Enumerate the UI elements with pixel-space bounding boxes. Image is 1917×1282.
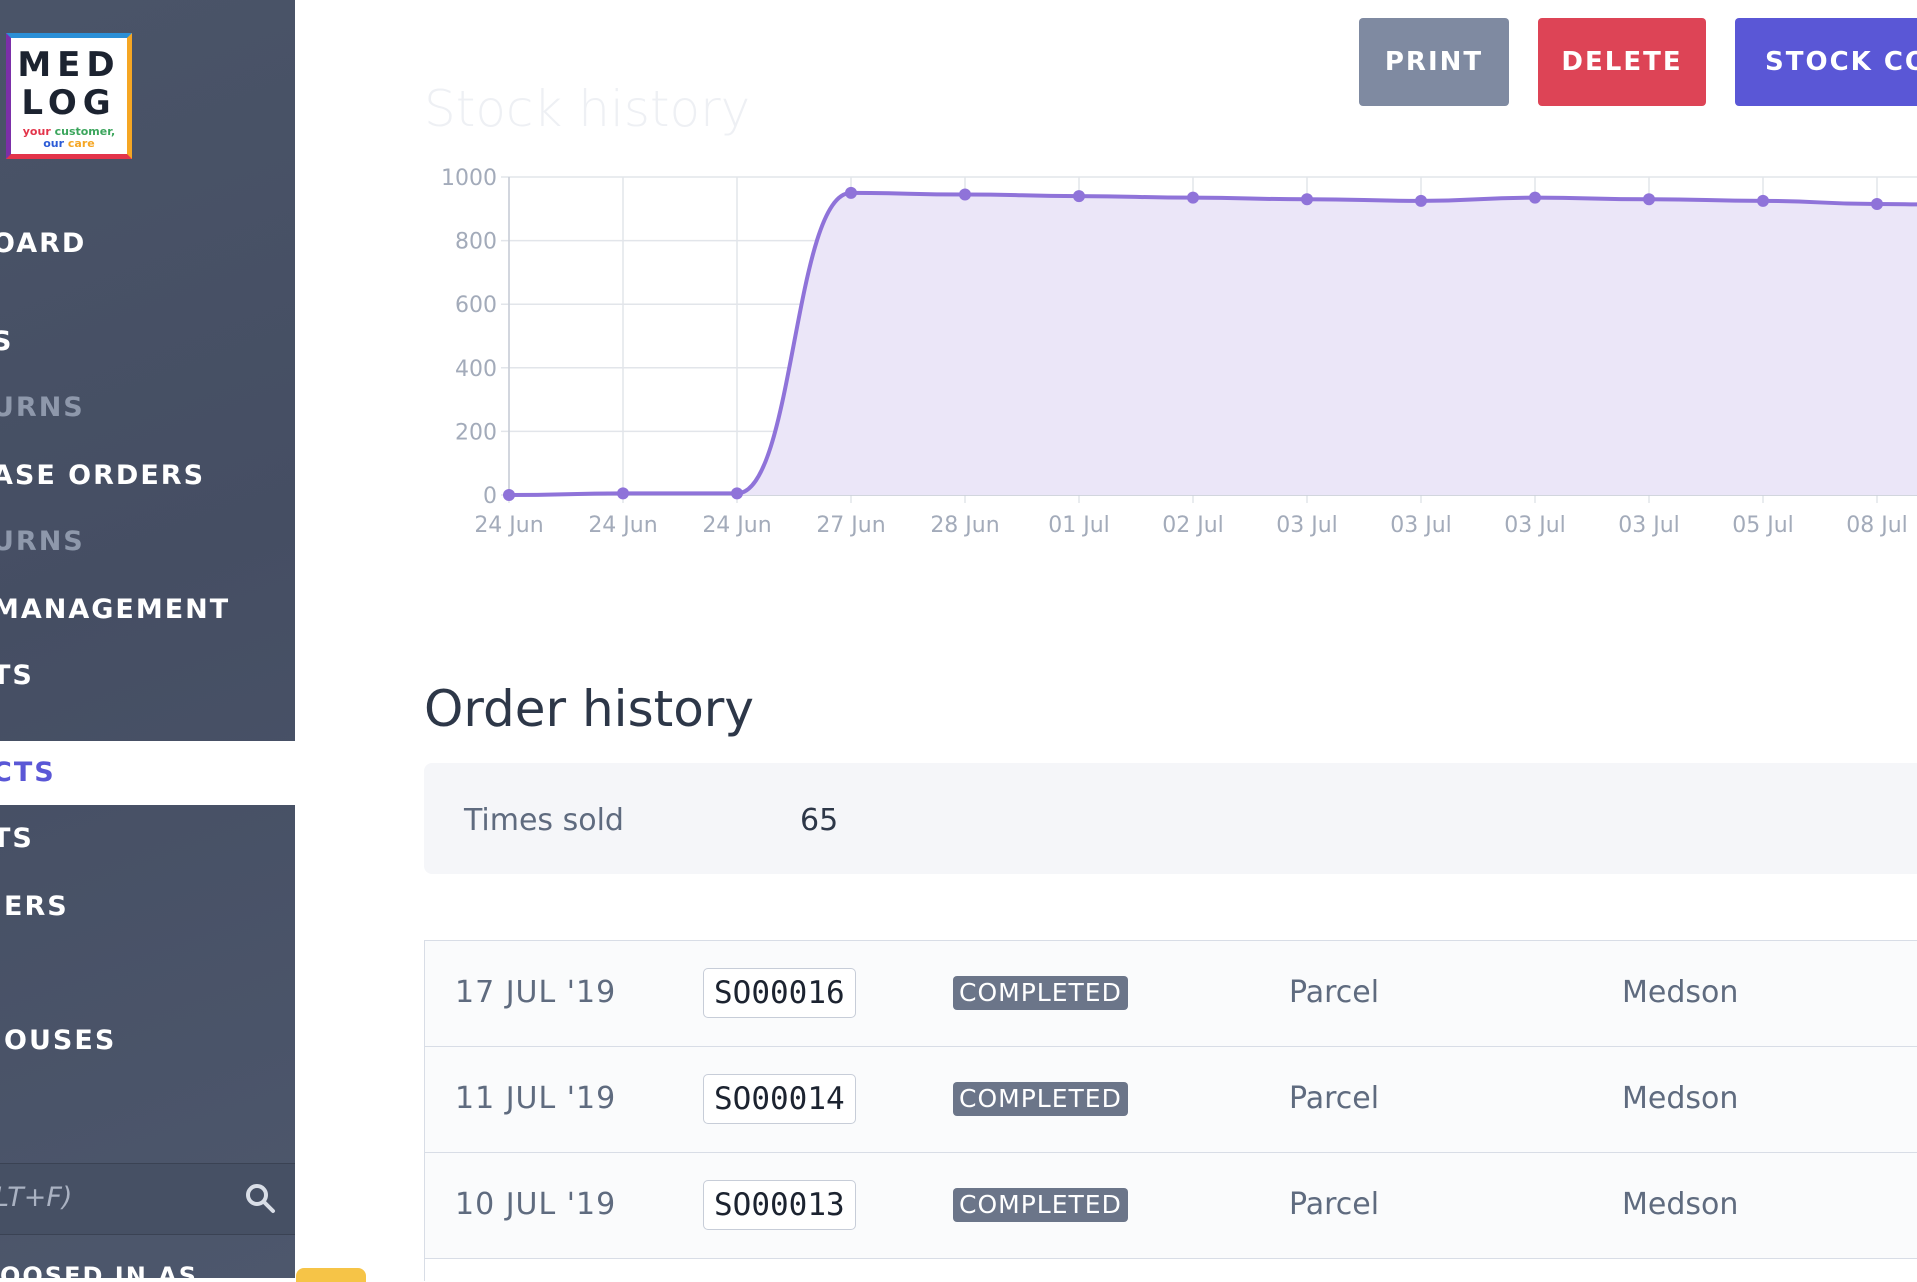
- table-row[interactable]: 17 JUL '19 SO00016 COMPLETED Parcel Meds…: [425, 941, 1917, 1047]
- y-tick-label: 600: [455, 293, 497, 318]
- sidebar-bottom-label: OOSED IN AS: [0, 1262, 198, 1278]
- sidebar: MED LOG your customer, our care OARD S U…: [0, 0, 295, 1278]
- x-tick-label: 24 Jun: [702, 513, 771, 538]
- logo-line-2: LOG: [21, 83, 117, 123]
- sidebar-item-label: URNS: [0, 526, 85, 557]
- series-line: [508, 190, 1917, 497]
- shipping-method: Parcel: [1289, 1081, 1380, 1116]
- sidebar-item-label: OARD: [0, 228, 87, 259]
- sidebar-item-reports[interactable]: TS: [0, 644, 295, 708]
- sidebar-item-management[interactable]: MANAGEMENT: [0, 578, 295, 642]
- data-point: [845, 186, 857, 199]
- data-point: [1301, 193, 1313, 206]
- data-point: [617, 487, 629, 500]
- sidebar-item-warehouses[interactable]: IOUSES: [0, 1009, 295, 1073]
- logo-tag-part: care: [67, 137, 95, 150]
- status-badge: COMPLETED: [953, 1188, 1128, 1222]
- order-date: 17 JUL '19: [455, 975, 617, 1010]
- times-sold-label: Times sold: [464, 803, 624, 838]
- sidebar-item-label: TS: [0, 660, 34, 691]
- logo-tag-part: customer,: [54, 125, 116, 138]
- order-code[interactable]: SO00014: [703, 1074, 856, 1124]
- stock-history-chart: 0 200 400 600 800 1000 24 Jun 24 Jun 24 Jun 27 Ju…: [441, 166, 1917, 538]
- y-tick-label: 400: [455, 357, 497, 382]
- data-point: [503, 489, 515, 501]
- search-icon[interactable]: [244, 1182, 276, 1214]
- help-tab[interactable]: [296, 1268, 366, 1282]
- shipping-method: Parcel: [1289, 975, 1380, 1010]
- data-point: [959, 188, 971, 201]
- y-tick-label: 0: [483, 484, 497, 509]
- order-date: 10 JUL '19: [455, 1187, 617, 1222]
- y-tick-label: 200: [455, 420, 497, 445]
- times-sold-summary: Times sold 65: [424, 763, 1917, 874]
- order-table: 17 JUL '19 SO00016 COMPLETED Parcel Meds…: [424, 940, 1917, 1281]
- carrier: Medson: [1622, 1081, 1739, 1116]
- x-tick-label: 24 Jun: [474, 513, 543, 538]
- delete-button[interactable]: DELETE: [1538, 18, 1706, 106]
- data-point: [1187, 191, 1199, 204]
- sidebar-item-products[interactable]: CTS: [0, 741, 295, 805]
- sidebar-item-label: CTS: [0, 757, 56, 788]
- logo-line-1: MED: [17, 45, 121, 85]
- data-point: [731, 487, 743, 500]
- stock-history-title: Stock history: [424, 80, 751, 138]
- times-sold-value: 65: [800, 803, 839, 838]
- y-tick-label: 1000: [441, 166, 497, 191]
- x-tick-label: 02 Jul: [1162, 513, 1224, 538]
- logo-tagline: your customer, our care: [11, 126, 127, 150]
- x-tick-label: 27 Jun: [816, 513, 885, 538]
- sidebar-item-suppliers[interactable]: IERS: [0, 875, 295, 939]
- sidebar-item-clients[interactable]: TS: [0, 807, 295, 871]
- sidebar-search[interactable]: LT+F): [0, 1163, 295, 1235]
- data-point: [1415, 194, 1427, 207]
- x-tick-label: 24 Jun: [588, 513, 657, 538]
- sidebar-item-label: S: [0, 326, 14, 357]
- data-point: [1643, 193, 1655, 206]
- medlog-logo[interactable]: MED LOG your customer, our care: [6, 33, 132, 159]
- carrier: Medson: [1622, 975, 1739, 1010]
- sidebar-item-purchase-returns[interactable]: URNS: [0, 510, 295, 574]
- sidebar-item-label: TS: [0, 823, 34, 854]
- status-badge: COMPLETED: [953, 976, 1128, 1010]
- order-code[interactable]: SO00013: [703, 1180, 856, 1230]
- carrier: Medson: [1622, 1187, 1739, 1222]
- logo-tag-part: your: [22, 125, 55, 138]
- x-tick-label: 28 Jun: [930, 513, 999, 538]
- stock-correction-button[interactable]: STOCK COR: [1735, 18, 1917, 106]
- sidebar-item-label: URNS: [0, 392, 85, 423]
- order-date: 11 JUL '19: [455, 1081, 617, 1116]
- order-code[interactable]: SO00016: [703, 968, 856, 1018]
- table-row[interactable]: 11 JUL '19 SO00014 COMPLETED Parcel Meds…: [425, 1047, 1917, 1153]
- data-point: [1757, 194, 1769, 207]
- x-tick-label: 03 Jul: [1276, 513, 1338, 538]
- table-row[interactable]: 10 JUL '19 SO00013 COMPLETED Parcel Meds…: [425, 1153, 1917, 1259]
- x-tick-label: 03 Jul: [1618, 513, 1680, 538]
- data-point: [1871, 198, 1883, 211]
- sidebar-item-label: IOUSES: [0, 1025, 117, 1056]
- logo-tag-part: our: [43, 137, 68, 150]
- search-placeholder: LT+F): [0, 1182, 73, 1213]
- sidebar-item-label: ASE ORDERS: [0, 460, 206, 491]
- sidebar-item-dashboard[interactable]: OARD: [0, 212, 295, 276]
- status-badge: COMPLETED: [953, 1082, 1128, 1116]
- data-point: [1073, 190, 1085, 203]
- x-tick-label: 05 Jul: [1732, 513, 1794, 538]
- x-tick-label: 03 Jul: [1504, 513, 1566, 538]
- x-tick-label: 01 Jul: [1048, 513, 1110, 538]
- sidebar-item-orders[interactable]: S: [0, 310, 295, 374]
- shipping-method: Parcel: [1289, 1187, 1380, 1222]
- x-tick-label: 08 Jul: [1846, 513, 1908, 538]
- sidebar-item-returns[interactable]: URNS: [0, 376, 295, 440]
- print-button[interactable]: PRINT: [1359, 18, 1509, 106]
- sidebar-item-label: IERS: [0, 891, 69, 922]
- order-history-title: Order history: [424, 680, 754, 738]
- sidebar-item-purchase-orders[interactable]: ASE ORDERS: [0, 444, 295, 508]
- series-area: [509, 192, 1917, 495]
- y-tick-label: 800: [455, 230, 497, 255]
- x-tick-label: 03 Jul: [1390, 513, 1452, 538]
- sidebar-item-label: MANAGEMENT: [0, 594, 231, 625]
- data-point: [1529, 191, 1541, 204]
